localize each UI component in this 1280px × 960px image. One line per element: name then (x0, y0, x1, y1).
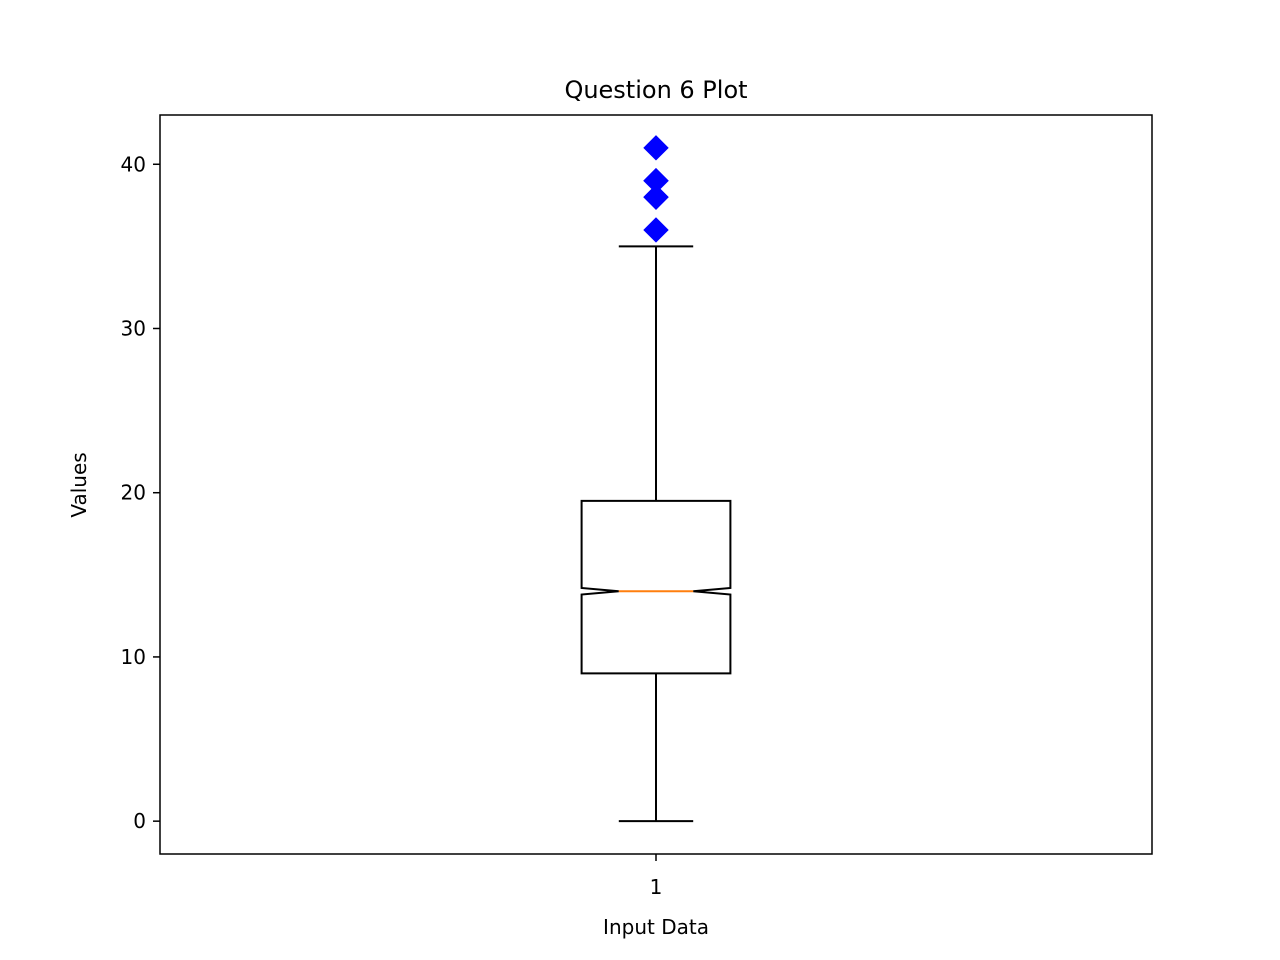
y-axis-ticks: 0 10 20 30 40 (121, 152, 160, 833)
x-axis-ticks: 1 (650, 854, 663, 899)
y-tick-label: 40 (121, 152, 146, 176)
y-tick-label: 10 (121, 645, 146, 669)
outlier-point (643, 217, 669, 243)
chart-title: Question 6 Plot (564, 76, 747, 104)
outlier-point (643, 167, 669, 194)
outlier-point (643, 184, 669, 210)
notched-box (580, 499, 732, 675)
x-axis-label: Input Data (603, 915, 709, 939)
y-tick-label: 20 (121, 481, 146, 505)
outlier-point (643, 135, 669, 161)
y-tick-label: 30 (121, 316, 146, 340)
x-tick-label: 1 (650, 875, 663, 899)
y-tick-label: 0 (133, 809, 146, 833)
y-axis-label: Values (67, 452, 91, 517)
box-series (580, 135, 732, 823)
